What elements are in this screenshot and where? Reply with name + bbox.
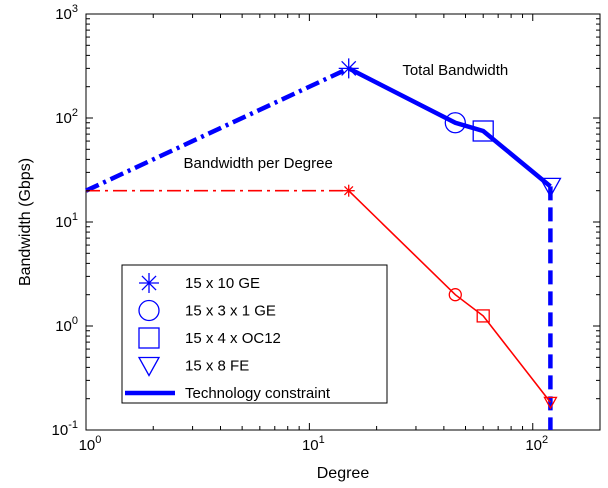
data-marker-square-per-degree [476, 309, 490, 323]
data-marker-square-total [472, 120, 494, 142]
legend-label: Technology constraint [185, 385, 331, 402]
series-line-total-constraint [85, 66, 350, 193]
x-tick-label: 100 [79, 434, 102, 454]
y-tick-label-base: 10 [52, 422, 69, 439]
data-marker-triangle-down-total [539, 177, 562, 198]
y-tick-label: 10-1 [52, 419, 78, 439]
x-tick-label-exponent: 0 [95, 434, 101, 446]
marker-layer [338, 58, 562, 410]
series-layer [85, 66, 553, 430]
y-tick-label-exponent: 1 [72, 211, 78, 223]
x-tick-label-exponent: 2 [542, 434, 548, 446]
legend-entry: Technology constraint [125, 385, 331, 402]
legend-entry: 15 x 8 FE [137, 356, 249, 377]
legend-entry: 15 x 10 GE [139, 273, 260, 293]
annotation-text: Total Bandwidth [402, 62, 508, 79]
y-tick-label-base: 10 [55, 214, 72, 231]
legend-swatch-circle [138, 299, 160, 322]
legend-entries: 15 x 10 GE 15 x 3 x 1 GE 15 x 4 x OC12 15 x… [125, 273, 331, 402]
y-tick-label-base: 10 [55, 318, 72, 335]
data-marker-circle-per-degree [448, 288, 462, 302]
x-tick-label-exponent: 1 [319, 434, 325, 446]
x-axis-label: Degree [317, 465, 370, 482]
legend-box [121, 264, 388, 404]
legend-swatch-square [138, 327, 160, 349]
legend-label: 15 x 4 x OC12 [185, 330, 281, 347]
y-tick-label-exponent: 3 [72, 3, 78, 15]
y-tick-label: 102 [55, 107, 78, 127]
data-marker-asterisk-total [338, 58, 359, 79]
annotation-layer: Total Bandwidth Bandwidth per Degree [184, 62, 509, 172]
legend: 15 x 10 GE 15 x 3 x 1 GE 15 x 4 x OC12 15 x… [121, 264, 388, 404]
legend-label: 15 x 3 x 1 GE [185, 303, 276, 320]
annotation-text: Bandwidth per Degree [184, 155, 333, 172]
series-line-total-solid [347, 66, 552, 189]
x-tick-label: 102 [525, 434, 548, 454]
x-tick-label: 101 [302, 434, 325, 454]
y-tick-label-base: 10 [55, 110, 72, 127]
x-tick-label-base: 10 [302, 437, 319, 454]
y-tick-label-exponent: 2 [72, 107, 78, 119]
legend-entry: 15 x 4 x OC12 [138, 327, 281, 349]
y-tick-label-exponent: 0 [72, 315, 78, 327]
x-tick-label-base: 10 [79, 437, 96, 454]
legend-label: 15 x 8 FE [185, 358, 249, 375]
legend-swatch-asterisk [139, 273, 159, 293]
legend-label: 15 x 10 GE [185, 275, 260, 292]
series-line-per-degree-solid [348, 190, 552, 403]
legend-swatch-triangle-down [137, 356, 161, 377]
data-marker-circle-total [444, 112, 466, 134]
y-tick-label: 101 [55, 211, 78, 231]
y-tick-label: 100 [55, 315, 78, 335]
y-tick-label: 103 [55, 3, 78, 23]
data-marker-asterisk-per-degree [342, 184, 355, 197]
y-axis-label: Bandwidth (Gbps) [17, 158, 34, 286]
y-tick-label-base: 10 [55, 6, 72, 23]
legend-entry: 15 x 3 x 1 GE [138, 299, 276, 322]
y-tick-label-exponent: -1 [68, 419, 78, 431]
x-tick-label-base: 10 [525, 437, 542, 454]
data-marker-triangle-down-per-degree [543, 396, 558, 410]
